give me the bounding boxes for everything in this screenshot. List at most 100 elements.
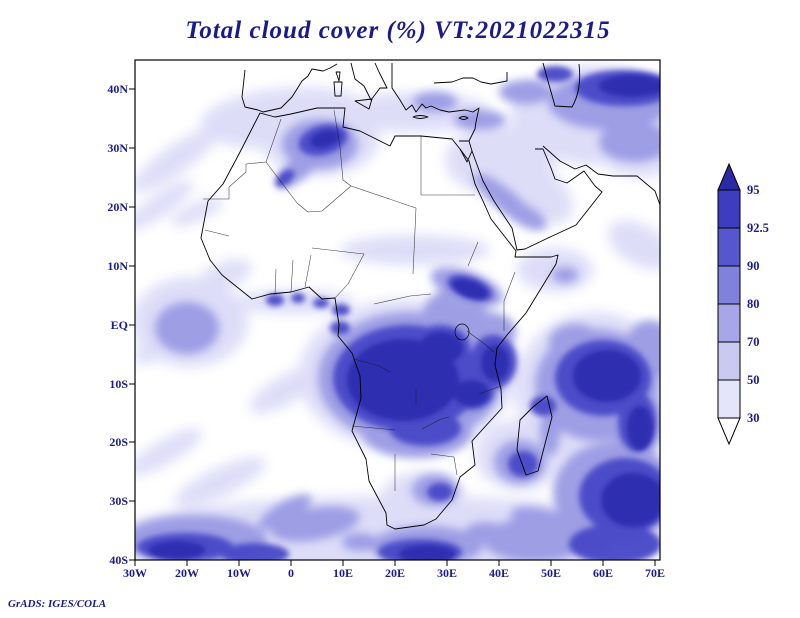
cloud-blob [330,321,350,335]
legend-label: 90 [747,259,760,273]
x-axis-label: 10W [227,566,251,580]
iberia-france-coastline [241,63,338,113]
cloud-blob [135,428,202,476]
cloud-blob [601,473,660,527]
cloud-layer-darkest [149,75,660,560]
madagascar-coastline [516,395,553,476]
x-axis-label: 30W [123,566,147,580]
cloud-blob [599,122,660,162]
cloud-blob [135,180,194,230]
cloud-blob [477,145,573,225]
cloud-blob [135,128,219,192]
cloud-blob [340,235,490,265]
legend-label: 95 [747,183,760,197]
cloud-blob [332,304,350,316]
iran-pakistan-coastline [542,145,660,206]
cloud-blob [342,533,378,551]
y-axis-label: 10N [107,259,128,273]
map-overlay [200,62,660,530]
cloud-blob [155,302,219,354]
legend-segment [717,227,741,267]
cloud-blob [249,366,321,414]
country-border [420,136,475,196]
legend-label: 80 [747,297,760,311]
cloud-blob [552,404,578,420]
cloud-blob [313,298,329,308]
y-axis-label: EQ [111,318,128,332]
legend-arrow-bottom [717,417,741,446]
cloud-blob [508,451,538,477]
legend-label: 50 [747,373,760,387]
legend-segment [717,265,741,305]
cloud-blob [413,92,457,112]
x-axis-label: 20E [385,566,405,580]
cyprus-outline [458,116,469,120]
legend-label: 30 [747,411,760,425]
country-border [333,109,341,148]
country-border [351,425,396,491]
cloud-blob [608,220,660,270]
cloud-blob [419,332,463,364]
cloud-blob [310,130,340,148]
sinai-coastline [459,140,473,163]
legend-segment [717,189,741,229]
cloud-blob [454,110,506,130]
cloud-blob [258,494,312,530]
cloud-blob [174,457,266,507]
cloud-blob [465,522,505,542]
caspian-sea-coastline [542,62,581,108]
cloud-blob [552,267,578,283]
cloud-blob [149,541,205,559]
cloud-blob [573,350,641,402]
legend-arrow-top [717,162,741,191]
cloud-blob [452,279,488,299]
cloud-blob [266,294,284,306]
cloud-blob [483,518,587,560]
cloud-blob [171,197,223,227]
x-axis-label: 0 [288,566,294,580]
cloud-blob [571,425,593,439]
attribution-text: GrADS: IGES/COLA [8,598,106,610]
legend-segment [717,379,741,419]
x-axis-label: 40E [489,566,509,580]
color-bar [717,162,741,446]
cloud-blob [291,293,305,303]
sicily-outline [354,98,373,110]
country-border [203,161,267,200]
legend-label: 92.5 [747,221,769,235]
turkey-levant-coastline [430,105,480,142]
legend-segment [717,303,741,343]
cloud-blob [399,545,455,560]
country-border [467,241,516,331]
y-axis-ticks [129,88,135,561]
y-axis-label: 40S [109,553,128,567]
cloud-blob [427,483,453,501]
cloud-field [135,65,660,560]
country-border [430,453,458,476]
cloud-blob [275,169,295,187]
cloud-blob [453,380,489,406]
x-axis-label: 70E [645,566,665,580]
map-frame [134,59,661,561]
country-border [204,229,230,237]
cloud-blob [530,396,556,416]
x-axis-label: 60E [593,566,613,580]
black-sea-coastline [433,72,508,85]
arabia-coastline [471,148,603,251]
y-axis-label: 30N [107,141,128,155]
cloud-blob [569,524,660,560]
cloud-blob [221,543,289,560]
balkans-greece-coastline [391,63,432,113]
legend-label: 70 [747,335,760,349]
crete-outline [412,115,429,119]
y-axis-label: 20N [107,200,128,214]
y-axis-label: 10S [109,377,128,391]
country-border [265,118,352,213]
country-border [421,416,450,430]
y-axis-label: 30S [109,494,128,508]
cloud-blob [599,75,660,97]
country-border [373,293,432,305]
italy-coastline [350,62,388,101]
